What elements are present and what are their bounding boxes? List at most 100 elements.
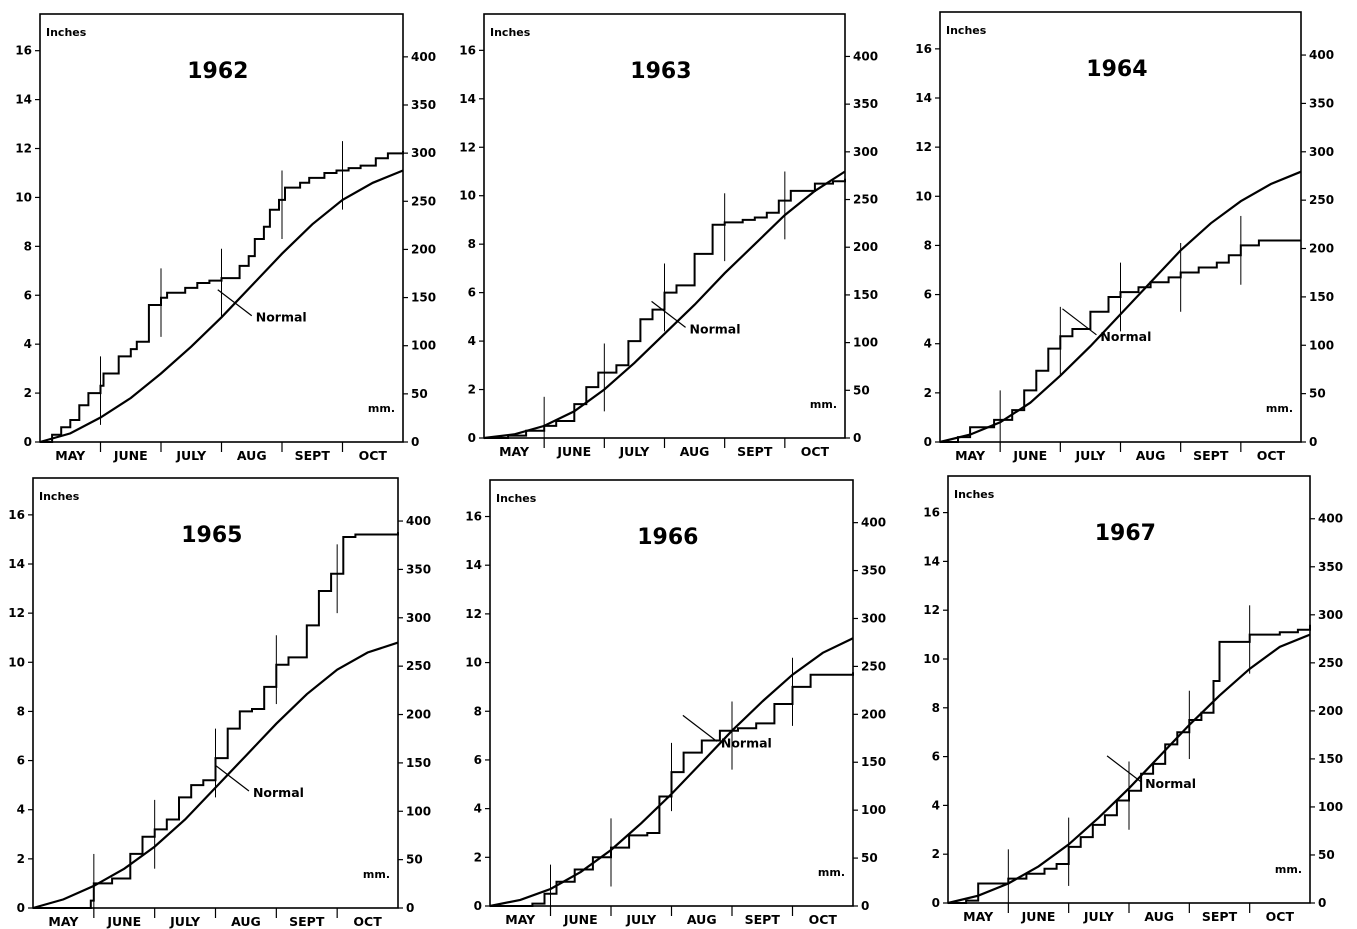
normal-leader-line [682,714,718,742]
normal-annotation: Normal [256,310,307,325]
right-tick-label: 0 [853,431,861,445]
left-tick-label: 2 [468,383,476,397]
right-tick-label: 300 [861,611,886,625]
month-label: OCT [1266,909,1295,924]
month-label: MAY [499,444,530,459]
right-tick-label: 0 [861,899,869,913]
month-label: SEPT [289,914,325,929]
right-tick-label: 0 [411,435,419,449]
left-tick-label: 12 [15,142,32,156]
y-axis-label-inches: Inches [496,492,537,505]
right-tick-label: 50 [861,851,878,865]
right-tick-label: 200 [406,708,431,722]
right-tick-label: 350 [853,97,878,111]
left-tick-label: 0 [17,901,25,915]
month-label: JUNE [106,914,141,929]
month-label: OCT [359,448,388,463]
left-tick-label: 0 [468,431,476,445]
month-label: OCT [801,444,830,459]
month-label: OCT [809,912,838,927]
right-tick-label: 100 [406,804,431,818]
left-tick-label: 14 [8,557,25,571]
left-tick-label: 0 [24,435,32,449]
right-tick-label: 350 [411,98,436,112]
month-label: SEPT [1202,909,1238,924]
right-tick-label: 200 [1318,704,1343,718]
left-tick-label: 6 [924,288,932,302]
left-tick-label: 12 [923,603,940,617]
right-tick-label: 100 [1309,338,1334,352]
left-tick-label: 2 [24,386,32,400]
right-tick-label: 100 [853,336,878,350]
left-tick-label: 6 [474,753,482,767]
month-label: MAY [48,914,79,929]
right-tick-label: 250 [406,659,431,673]
month-label: JULY [1074,448,1106,463]
left-tick-label: 16 [915,42,932,56]
left-tick-label: 16 [923,506,940,520]
left-tick-label: 4 [24,337,32,351]
left-tick-label: 6 [468,286,476,300]
y-axis-label-mm: mm. [1266,402,1293,415]
left-tick-label: 10 [923,652,940,666]
left-tick-label: 6 [932,750,940,764]
month-label: JULY [169,914,201,929]
left-tick-label: 4 [17,803,25,817]
month-label: JULY [618,444,650,459]
right-tick-label: 150 [853,288,878,302]
month-label: JUNE [563,912,598,927]
left-tick-label: 14 [15,93,32,107]
y-axis-label-mm: mm. [810,398,837,411]
chart-title: 1964 [1086,57,1147,82]
left-tick-label: 8 [932,701,940,715]
normal-annotation: Normal [1100,329,1151,344]
month-label: MAY [55,448,86,463]
left-tick-label: 16 [15,44,32,58]
month-label: JULY [175,448,207,463]
month-label: OCT [353,914,382,929]
y-axis-label-mm: mm. [1275,863,1302,876]
normal-annotation: Normal [690,321,741,336]
left-tick-label: 0 [924,435,932,449]
chart-title: 1967 [1095,521,1156,546]
y-axis-label-inches: Inches [39,490,80,503]
right-tick-label: 150 [861,755,886,769]
chart-panel-1963: 0 2 4 6 8 10 12 14 16 0 50 100 150 200 250 300 350 400 MAY… [459,13,878,459]
right-tick-label: 350 [1318,560,1343,574]
right-tick-label: 300 [411,146,436,160]
left-tick-label: 10 [15,190,32,204]
month-label: JUNE [556,444,591,459]
right-tick-label: 350 [861,564,886,578]
y-axis-label-inches: Inches [946,24,987,37]
right-tick-label: 400 [1309,48,1334,62]
y-axis-label-inches: Inches [46,26,87,39]
month-label: JUNE [1021,909,1056,924]
left-tick-label: 2 [474,850,482,864]
right-tick-label: 0 [1318,896,1326,910]
left-tick-label: 2 [924,386,932,400]
left-tick-label: 14 [915,91,932,105]
month-label: AUG [1136,448,1166,463]
normal-annotation: Normal [1145,776,1196,791]
left-tick-label: 0 [932,896,940,910]
right-tick-label: 150 [1318,752,1343,766]
month-label: AUG [237,448,267,463]
right-tick-label: 250 [1318,656,1343,670]
month-label: MAY [505,912,536,927]
right-tick-label: 50 [1318,848,1335,862]
left-tick-label: 8 [924,238,932,252]
normal-annotation: Normal [721,735,772,750]
y-axis-label-inches: Inches [490,26,531,39]
right-tick-label: 100 [411,339,436,353]
right-tick-label: 300 [1318,608,1343,622]
observed-precipitation-line [940,239,1301,443]
right-tick-label: 50 [411,387,428,401]
y-axis-label-mm: mm. [818,866,845,879]
normal-leader-line [651,300,686,328]
right-tick-label: 100 [861,803,886,817]
month-label: SEPT [1193,448,1229,463]
right-tick-label: 200 [411,242,436,256]
left-tick-label: 4 [932,798,940,812]
chart-title: 1966 [637,525,698,550]
left-tick-label: 12 [915,140,932,154]
